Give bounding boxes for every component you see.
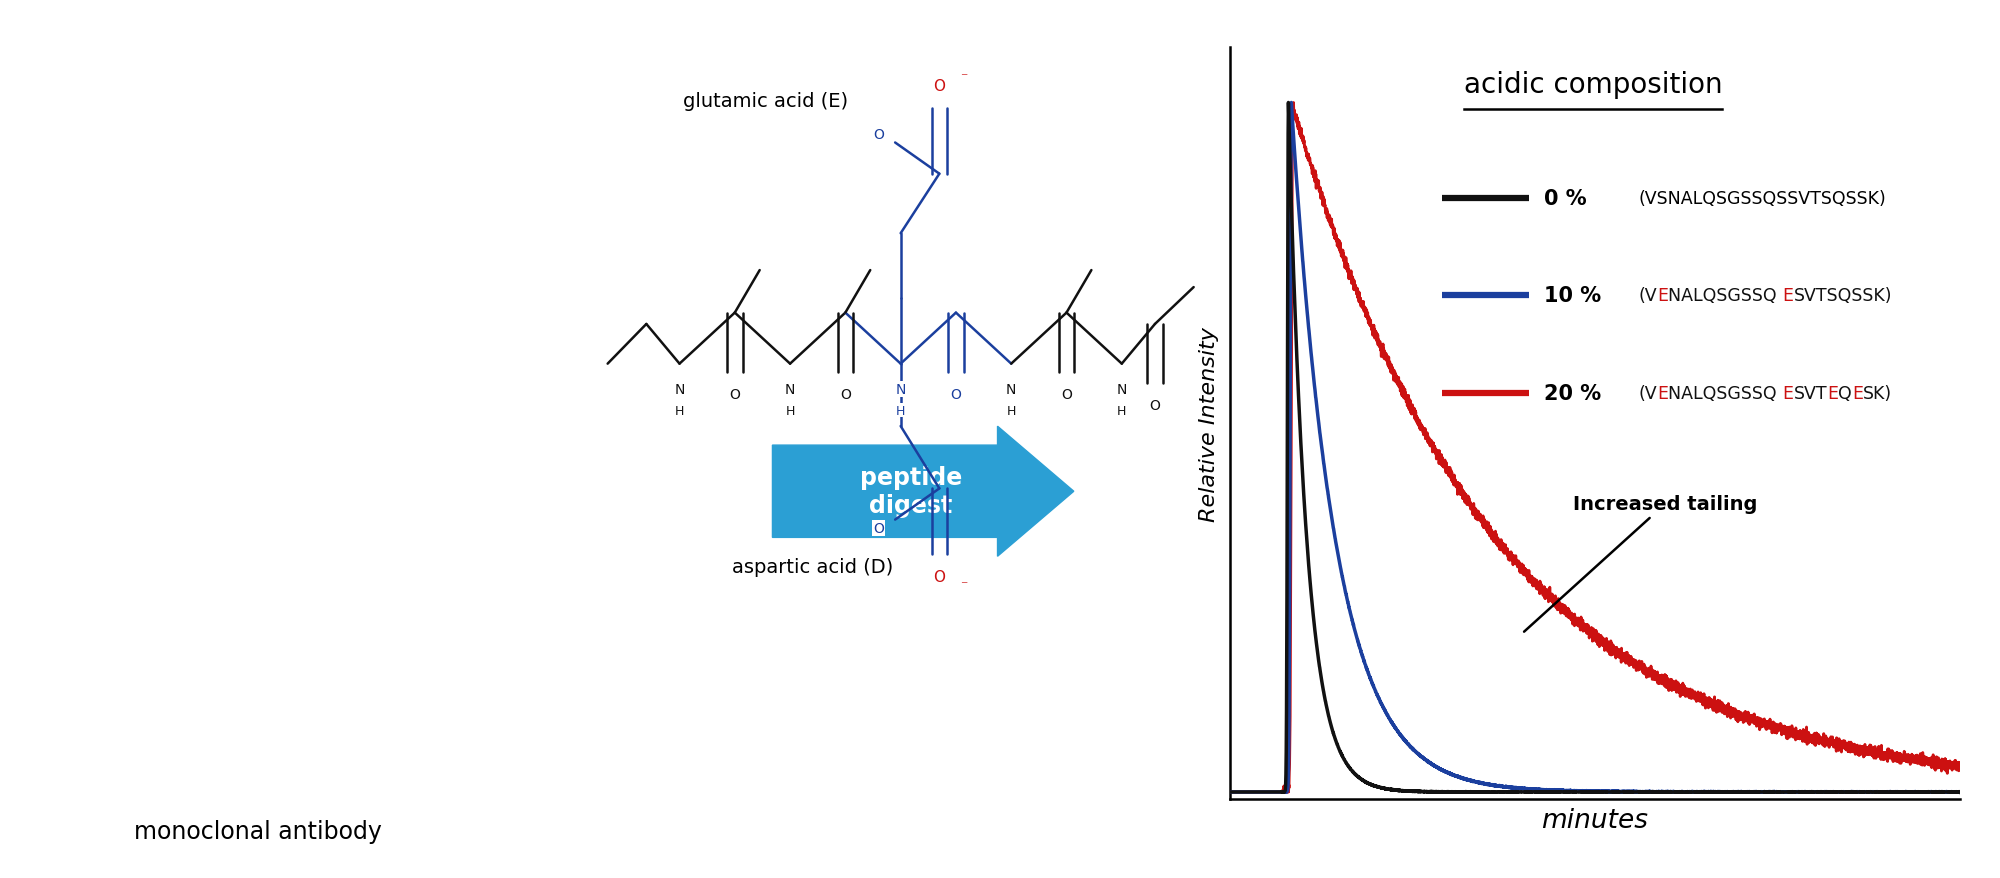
Text: H: H — [674, 404, 684, 417]
Text: 0 %: 0 % — [1544, 189, 1586, 208]
Text: Increased tailing: Increased tailing — [1524, 494, 1758, 632]
Text: E: E — [1658, 287, 1668, 305]
Y-axis label: Relative Intensity: Relative Intensity — [1198, 327, 1218, 521]
Text: E: E — [1782, 385, 1794, 403]
X-axis label: minutes: minutes — [1542, 807, 1648, 833]
Text: O: O — [730, 387, 740, 401]
Text: N: N — [896, 383, 906, 397]
Text: E: E — [1828, 385, 1838, 403]
Text: (VSNALQSGSSQSSVTSQSSK): (VSNALQSGSSQSSVTSQSSK) — [1638, 190, 1886, 207]
Text: ⁻: ⁻ — [960, 578, 968, 592]
Text: NALQSGSSQ: NALQSGSSQ — [1668, 287, 1782, 305]
Text: H: H — [1118, 404, 1126, 417]
Text: (V: (V — [1638, 385, 1658, 403]
Text: ⁻: ⁻ — [960, 71, 968, 85]
Text: glutamic acid (E): glutamic acid (E) — [682, 92, 848, 112]
Text: E: E — [1658, 385, 1668, 403]
Text: O: O — [934, 79, 946, 94]
Text: E: E — [1852, 385, 1862, 403]
Text: SVT: SVT — [1794, 385, 1828, 403]
Text: 10 %: 10 % — [1544, 286, 1602, 306]
Text: SVTSQSSK): SVTSQSSK) — [1794, 287, 1892, 305]
Text: O: O — [1150, 399, 1160, 413]
FancyArrow shape — [772, 427, 1074, 557]
Text: NALQSGSSQ: NALQSGSSQ — [1668, 385, 1782, 403]
Text: H: H — [896, 404, 906, 417]
Text: N: N — [784, 383, 796, 397]
Text: N: N — [1006, 383, 1016, 397]
Text: 20 %: 20 % — [1544, 384, 1602, 404]
Text: N: N — [674, 383, 684, 397]
Text: monoclonal antibody: monoclonal antibody — [134, 819, 382, 843]
Text: E: E — [1782, 287, 1794, 305]
Text: (V: (V — [1638, 287, 1658, 305]
Text: Q: Q — [1838, 385, 1852, 403]
Text: SK): SK) — [1862, 385, 1892, 403]
Text: H: H — [1006, 404, 1016, 417]
Text: O: O — [874, 128, 884, 142]
Text: O: O — [934, 569, 946, 584]
Text: peptide
digest: peptide digest — [860, 466, 962, 517]
Text: N: N — [1116, 383, 1126, 397]
Text: H: H — [786, 404, 794, 417]
Text: O: O — [1062, 387, 1072, 401]
Text: O: O — [840, 387, 850, 401]
Text: O: O — [950, 387, 962, 401]
Text: aspartic acid (D): aspartic acid (D) — [732, 558, 894, 577]
Text: acidic composition: acidic composition — [1464, 71, 1722, 99]
Text: O: O — [874, 522, 884, 536]
